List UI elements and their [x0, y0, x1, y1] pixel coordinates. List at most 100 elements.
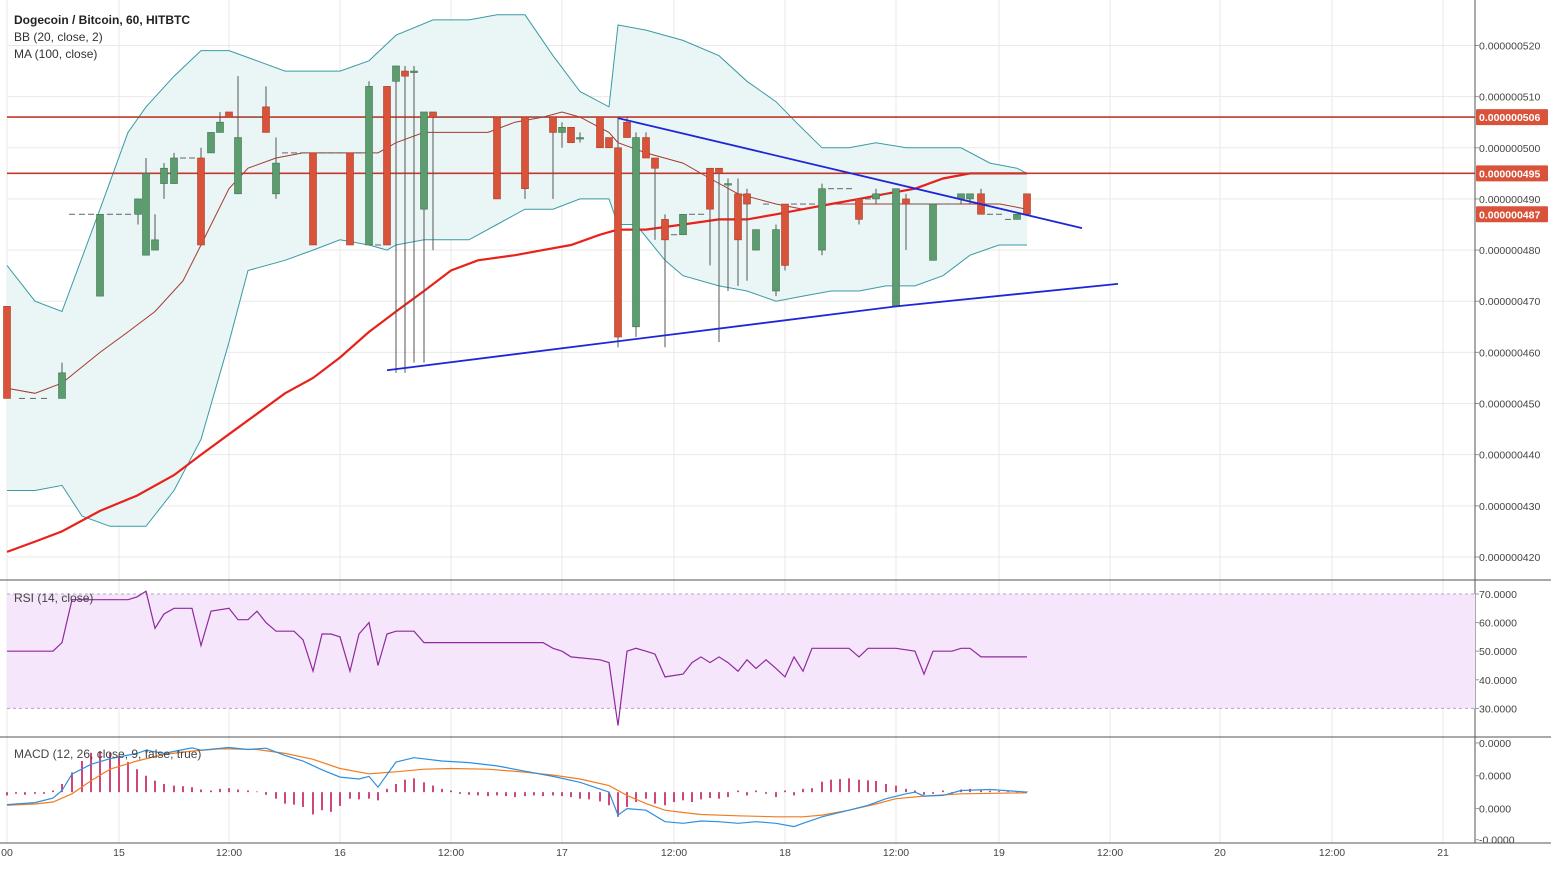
macd-label: MACD (12, 26, close, 9, false, true) [14, 747, 202, 761]
time-axis-label: 21 [1437, 847, 1449, 859]
candle-up [558, 127, 566, 133]
candle-up [966, 193, 974, 200]
candle-down [3, 306, 11, 399]
candle-down [225, 111, 233, 118]
price-axis-label: 0.000000460 [1479, 347, 1540, 359]
time-axis-label: 12:00 [1319, 847, 1345, 859]
time-axis-label: 12:00 [661, 847, 687, 859]
bollinger-upper-band [6, 14, 1028, 313]
candle-up [160, 167, 168, 184]
candle-down [614, 147, 622, 338]
candle-up [679, 213, 687, 236]
candle-down [706, 167, 714, 210]
rsi-label: RSI (14, close) [14, 591, 94, 605]
candle-up [170, 157, 178, 184]
rsi-axis-label: 70.0000 [1479, 589, 1517, 601]
candle-up [892, 188, 900, 307]
candle-down [429, 111, 437, 118]
candle-down [743, 193, 751, 205]
price-tag-bg [1476, 109, 1548, 126]
bollinger-basis-line [6, 111, 1028, 394]
candle-up [410, 70, 418, 73]
candle-up [151, 239, 159, 251]
rsi-line [7, 590, 1027, 726]
bollinger-band-fill [7, 14, 1027, 527]
price-tag-label: 0.000000487 [1479, 209, 1540, 221]
bollinger-lower-band [7, 198, 1027, 527]
candle-up [207, 132, 215, 154]
candle-down [401, 70, 409, 77]
macd-axis-label: 0.0000 [1479, 738, 1511, 750]
candle-down [197, 157, 205, 246]
candle-down [567, 127, 575, 143]
candle-down [661, 219, 669, 241]
time-axis-label: 17 [556, 847, 568, 859]
time-axis-label: 12:00 [883, 847, 909, 859]
candle-down [623, 121, 631, 138]
macd-axis-label: -0.0000 [1479, 835, 1515, 847]
candle-up [234, 137, 242, 195]
trend-line [895, 282, 1119, 308]
time-axis-label: 16 [334, 847, 346, 859]
time-axis-label: 12:00 [438, 847, 464, 859]
candle-down [596, 116, 604, 149]
bb-indicator-label: BB (20, close, 2) [14, 30, 103, 44]
rsi-axis-label: 30.0000 [1479, 703, 1517, 715]
candle-up [818, 188, 826, 251]
price-axis-label: 0.000000440 [1479, 450, 1540, 462]
price-axis-label: 0.000000520 [1479, 40, 1540, 52]
price-axis-label: 0.000000450 [1479, 399, 1540, 411]
candle-up [1013, 213, 1021, 220]
price-axis-label: 0.000000500 [1479, 143, 1540, 155]
candle-up [576, 137, 584, 140]
macd-line [6, 746, 1028, 828]
candle-up [58, 372, 66, 399]
trend-line [386, 305, 897, 372]
price-axis-label: 0.000000420 [1479, 552, 1540, 564]
candle-up [142, 173, 150, 256]
time-axis-label: 00 [1, 847, 13, 859]
macd-axis-label: 0.0000 [1479, 804, 1511, 816]
candle-up [929, 203, 937, 261]
candle-down [715, 167, 723, 174]
time-axis-label: 18 [779, 847, 791, 859]
candle-down [1023, 193, 1031, 215]
candle-up [365, 86, 373, 246]
ma-indicator-label: MA (100, close) [14, 47, 98, 61]
candle-up [392, 65, 400, 82]
candle-down [346, 152, 354, 246]
trend-line [617, 117, 1083, 229]
time-axis-label: 12:00 [216, 847, 242, 859]
candle-down [902, 198, 910, 205]
price-tag-label: 0.000000506 [1479, 112, 1540, 124]
time-axis-label: 12:00 [1097, 847, 1123, 859]
candle-down [855, 198, 863, 220]
rsi-band-fill [7, 594, 1475, 709]
candle-up [134, 198, 142, 215]
chart-title: Dogecoin / Bitcoin, 60, HITBTC [14, 13, 191, 27]
candle-up [272, 162, 280, 195]
candle-up [632, 137, 640, 328]
price-axis-label: 0.000000470 [1479, 296, 1540, 308]
candle-up [216, 121, 224, 133]
candle-down [781, 203, 789, 266]
rsi-axis-label: 60.0000 [1479, 618, 1517, 630]
price-axis-label: 0.000000480 [1479, 245, 1540, 257]
price-tag-label: 0.000000495 [1479, 168, 1540, 180]
candle-down [605, 137, 613, 149]
candle-up [752, 229, 760, 251]
candle-down [493, 116, 501, 200]
price-axis-label: 0.000000510 [1479, 92, 1540, 104]
candle-up [772, 229, 780, 292]
price-axis-label: 0.000000490 [1479, 194, 1540, 206]
time-axis-label: 19 [993, 847, 1005, 859]
time-axis-label: 20 [1214, 847, 1226, 859]
price-tag-bg [1476, 206, 1548, 223]
candle-up [420, 111, 428, 210]
candle-down [734, 193, 742, 241]
price-tag-bg [1476, 165, 1548, 182]
candle-down [521, 116, 529, 189]
candle-up [96, 213, 104, 297]
